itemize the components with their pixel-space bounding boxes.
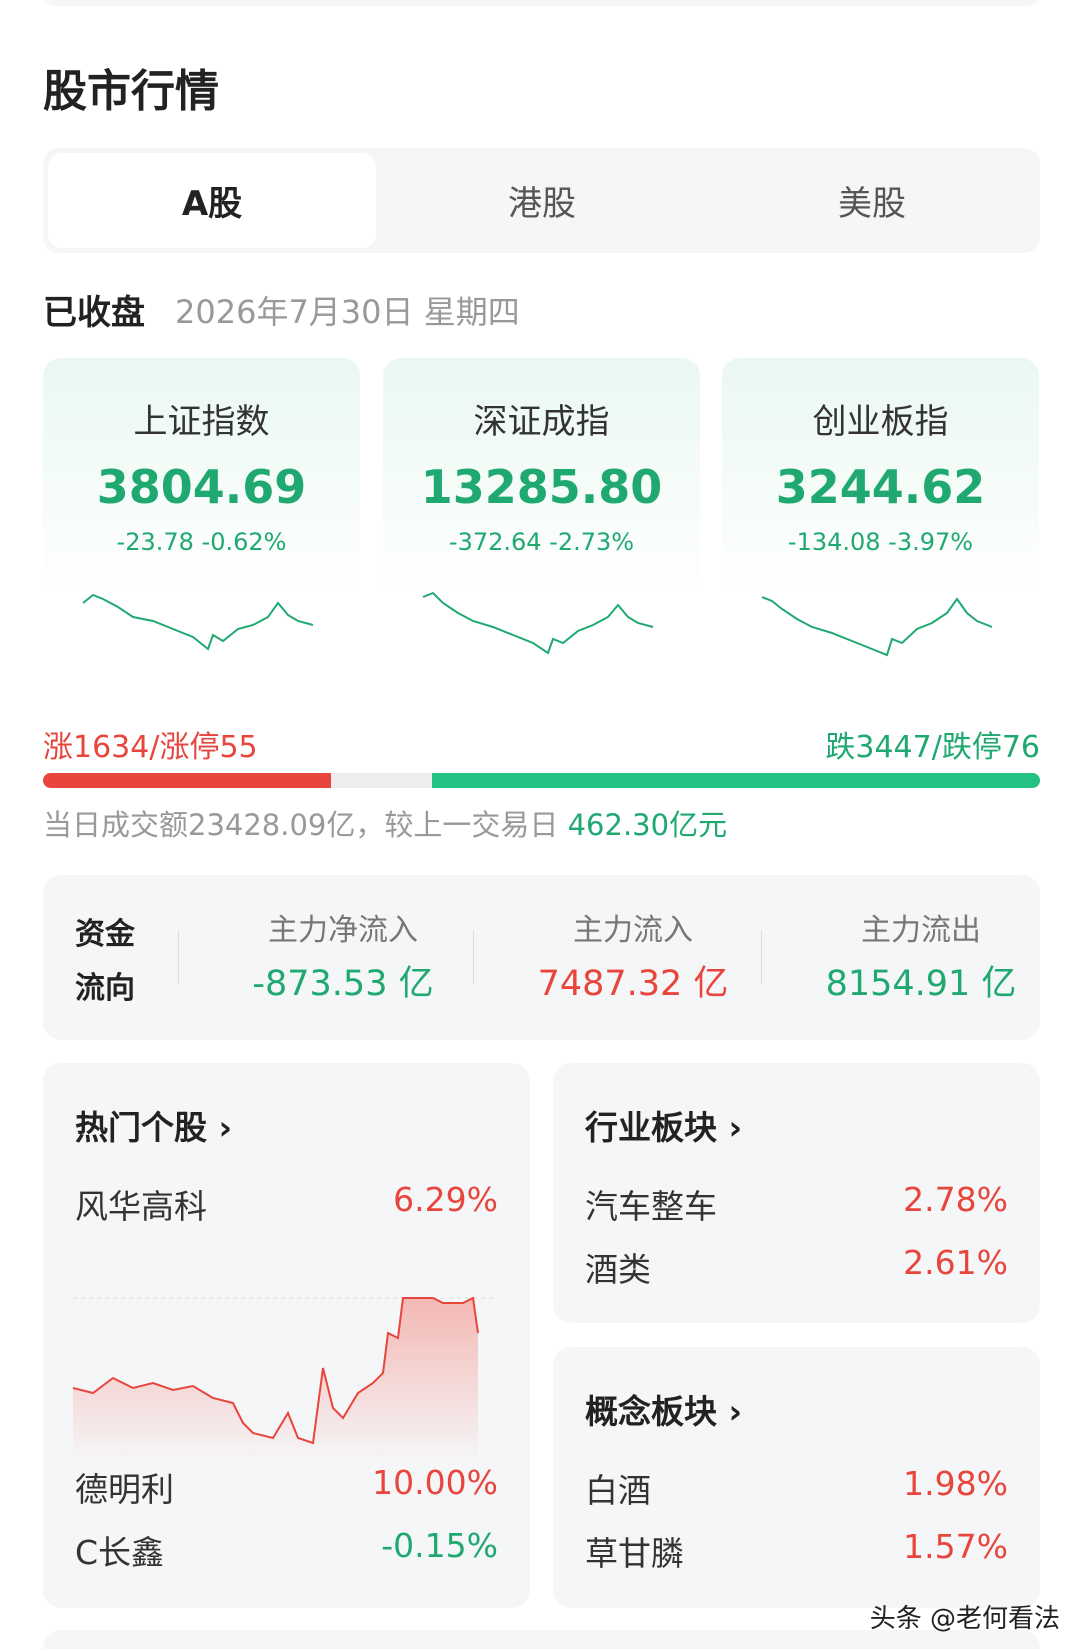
market-date: 2026年7月30日 星期四 bbox=[175, 293, 520, 331]
flow-label: 主力净流入 bbox=[268, 913, 418, 948]
stock-name: 德明利 bbox=[75, 1470, 174, 1509]
index-change: -372.64 -2.73% bbox=[448, 528, 635, 556]
index-value: 3244.62 bbox=[775, 460, 986, 514]
stock-change: -0.15% bbox=[381, 1526, 498, 1565]
tab[interactable]: A股 bbox=[181, 184, 243, 224]
sparkline bbox=[422, 591, 654, 655]
turnover: 当日成交额23428.09亿，较上一交易日 462.30亿元 bbox=[43, 802, 727, 844]
turnover-text: 当日成交额23428.09亿，较上一交易日 bbox=[43, 808, 559, 842]
index-change: -134.08 -3.97% bbox=[787, 528, 974, 556]
sparkline bbox=[761, 596, 993, 657]
stock-name: 风华高科 bbox=[75, 1187, 207, 1226]
flow-value: 8154.91 亿 bbox=[825, 964, 1017, 1004]
card-title[interactable]: 热门个股 › bbox=[75, 1108, 233, 1147]
sector-change: 1.57% bbox=[903, 1527, 1008, 1566]
fund-flow-label: 资金 bbox=[75, 917, 135, 952]
concept-card: 概念板块 › 白酒 1.98% 草甘膦 1.57% bbox=[553, 1347, 1040, 1608]
divider bbox=[178, 930, 179, 985]
sector-change: 2.61% bbox=[903, 1243, 1008, 1282]
index-change: -23.78 -0.62% bbox=[116, 528, 287, 556]
turnover-change: 462.30亿元 bbox=[567, 808, 728, 842]
divider bbox=[761, 930, 762, 985]
index-name: 创业板指 bbox=[812, 402, 949, 442]
sparkline bbox=[82, 593, 314, 651]
sector-change: 2.78% bbox=[903, 1180, 1008, 1219]
active-tab-bg bbox=[48, 153, 376, 248]
page-title: 股市行情 bbox=[43, 66, 219, 117]
flow-label: 主力流入 bbox=[573, 913, 693, 948]
industry-card: 行业板块 › 汽车整车 2.78% 酒类 2.61% bbox=[553, 1063, 1040, 1323]
watermark: 头条 @老何看法 bbox=[869, 1604, 1060, 1634]
fund-flow-card: 资金 流向 主力净流入 -873.53 亿 主力流入 7487.32 亿 主力流… bbox=[43, 875, 1040, 1040]
breadth-down-bar bbox=[432, 773, 1040, 788]
card-title[interactable]: 行业板块 › bbox=[585, 1108, 743, 1147]
sector-name: 白酒 bbox=[585, 1471, 651, 1510]
sector-name: 草甘膦 bbox=[585, 1534, 684, 1573]
sector-name: 酒类 bbox=[585, 1250, 651, 1289]
tab[interactable]: 美股 bbox=[838, 184, 906, 224]
flow-label: 主力流出 bbox=[861, 913, 981, 948]
market-status: 已收盘 bbox=[43, 293, 145, 333]
card-title-text: 热门个股 bbox=[75, 1108, 207, 1147]
stock-change: 10.00% bbox=[372, 1463, 498, 1502]
flow-value: -873.53 亿 bbox=[252, 964, 434, 1004]
index-value: 3804.69 bbox=[96, 460, 307, 514]
stock-name: C长鑫 bbox=[75, 1533, 165, 1572]
bottom-card bbox=[43, 1630, 1040, 1649]
decliners: 跌3447/跌停76 bbox=[825, 730, 1040, 765]
card-title-text: 行业板块 bbox=[585, 1108, 717, 1147]
index-name: 深证成指 bbox=[473, 402, 610, 442]
stock-change: 6.29% bbox=[393, 1180, 498, 1219]
tab-bar: A股 港股 美股 bbox=[43, 148, 1040, 253]
flow-value: 7487.32 亿 bbox=[537, 964, 729, 1004]
breadth-up-bar bbox=[43, 773, 331, 788]
card-title[interactable]: 概念板块 › bbox=[585, 1392, 743, 1431]
card-title-text: 概念板块 bbox=[585, 1392, 717, 1431]
hot-stocks-card: 热门个股 › 风华高科 6.29% 德明利 10.00% C长鑫 -0.15% bbox=[43, 1063, 530, 1608]
index-card[interactable]: 深证成指 13285.80 -372.64 -2.73% bbox=[383, 358, 700, 660]
divider bbox=[473, 930, 474, 985]
sector-name: 汽车整车 bbox=[585, 1187, 717, 1226]
tab[interactable]: 港股 bbox=[508, 184, 576, 224]
advancers: 涨1634/涨停55 bbox=[43, 730, 258, 765]
index-value: 13285.80 bbox=[420, 460, 663, 514]
index-name: 上证指数 bbox=[133, 402, 270, 442]
index-card[interactable]: 创业板指 3244.62 -134.08 -3.97% bbox=[722, 358, 1039, 660]
top-card bbox=[43, 0, 1040, 6]
sector-change: 1.98% bbox=[903, 1464, 1008, 1503]
stock-chart bbox=[73, 1296, 493, 1463]
fund-flow-label: 流向 bbox=[75, 971, 135, 1006]
index-card[interactable]: 上证指数 3804.69 -23.78 -0.62% bbox=[43, 358, 360, 660]
